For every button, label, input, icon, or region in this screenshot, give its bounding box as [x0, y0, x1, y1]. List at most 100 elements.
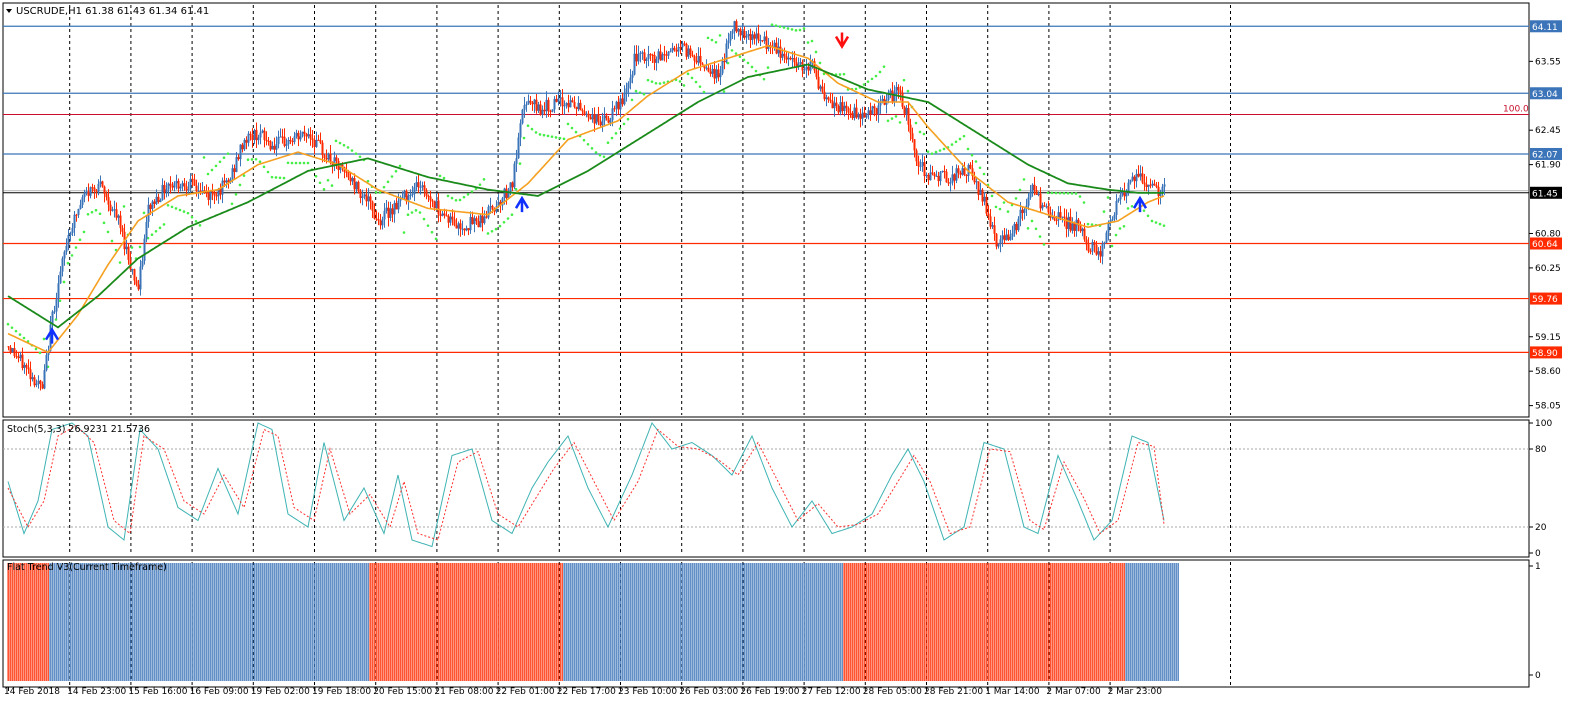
flat-trend-bar — [147, 563, 149, 681]
psar-dot — [902, 78, 906, 82]
candle-body — [1085, 239, 1088, 245]
candle-body — [827, 97, 830, 100]
candle-body — [691, 54, 694, 57]
candle-body — [763, 36, 766, 41]
psar-dot — [702, 90, 706, 94]
psar-dot — [866, 80, 870, 83]
flat-trend-bar — [119, 563, 121, 681]
psar-dot — [190, 215, 194, 219]
flat-trend-bar — [1135, 563, 1137, 681]
flat-trend-bar — [1151, 563, 1153, 681]
candle-body — [747, 33, 750, 36]
candle-body — [539, 104, 542, 115]
flat-trend-bar — [673, 563, 675, 681]
flat-trend-bar — [489, 563, 491, 681]
candle-body — [145, 221, 148, 239]
flat-trend-bar — [301, 563, 303, 681]
candle-body — [823, 91, 826, 100]
psar-dot — [590, 147, 594, 150]
flat-trend-bar — [733, 563, 735, 681]
psar-dot — [762, 77, 766, 81]
flat-trend-bar — [577, 563, 579, 681]
psar-dot — [466, 193, 470, 196]
candle-body — [333, 157, 336, 165]
flat-trend-bar — [251, 563, 253, 681]
candle-body — [897, 86, 900, 91]
flat-trend-bar — [325, 563, 327, 681]
psar-dot — [1026, 227, 1030, 230]
candle-body — [953, 174, 956, 181]
flat-trend-bar — [1003, 563, 1005, 681]
flat-trend-bar — [1011, 563, 1013, 681]
flat-trend-bar — [817, 563, 819, 681]
candle-body — [283, 136, 286, 146]
flat-trend-bar — [1059, 563, 1061, 681]
candle-body — [791, 58, 794, 60]
flat-trend-bar — [813, 563, 815, 681]
candle-body — [347, 172, 350, 178]
psar-dot — [470, 190, 474, 193]
flat-trend-bar — [239, 563, 241, 681]
flat-trend-bar — [459, 563, 461, 681]
flat-trend-bar — [541, 563, 543, 681]
candle-body — [265, 139, 268, 141]
psar-dot — [518, 162, 522, 165]
horizontal-levels[interactable]: 64.11 63.04 62.07 60.64 59.76 58.90 100.0 61.45 — [3, 20, 1562, 359]
psar-dot — [970, 153, 974, 157]
psar-dot — [406, 213, 410, 216]
candle-body — [657, 51, 660, 60]
candle-body — [407, 195, 410, 202]
candle-body — [155, 196, 158, 204]
candle-body — [49, 324, 52, 351]
psar-dot — [742, 58, 746, 62]
candle-body — [149, 204, 152, 210]
candle-body — [723, 61, 726, 63]
flat-trend-bar — [419, 563, 421, 681]
candle-body — [795, 62, 798, 66]
flat-trend-bar — [89, 563, 91, 681]
candle-body — [177, 180, 180, 189]
psar-dot — [690, 76, 694, 80]
psar-dot — [746, 61, 750, 65]
time-label: 26 Feb 03:00 — [679, 687, 738, 697]
candle-body — [711, 68, 714, 74]
psar-dot — [498, 224, 502, 228]
flat-trend-bar — [179, 563, 181, 681]
candle-body — [1137, 173, 1140, 177]
candle-body — [749, 33, 752, 41]
candle-body — [961, 168, 964, 175]
chart-menu-triangle-icon[interactable] — [6, 9, 12, 13]
candle-body — [1149, 184, 1152, 186]
flat-trend-bar — [503, 563, 505, 681]
flat-trend-bar — [1087, 563, 1089, 681]
psar-dot — [454, 198, 458, 202]
candle-body — [577, 102, 580, 110]
flat-trend-bar — [477, 563, 479, 681]
flat-trend-bar — [861, 563, 863, 681]
candle-body — [501, 198, 504, 206]
flat-trend-bar — [939, 563, 941, 681]
flat-trend-bar — [833, 563, 835, 681]
candle-body — [87, 191, 90, 196]
flat-trend-bar — [33, 563, 35, 681]
candle-body — [839, 102, 842, 113]
flat-trend-bar — [1089, 563, 1091, 681]
flat-trend-bar — [717, 563, 719, 681]
candle-body — [931, 172, 934, 174]
flat-trend-bar — [949, 563, 951, 681]
candle-body — [137, 284, 140, 290]
flat-trend-bar — [111, 563, 113, 681]
psar-dot — [202, 156, 206, 159]
flat-trend-bar — [205, 563, 207, 681]
candle-body — [13, 348, 16, 357]
candle-body — [317, 139, 320, 141]
candle-body — [815, 70, 818, 77]
flat-trend-bar — [233, 563, 235, 681]
flat-trend-bar — [177, 563, 179, 681]
fib-level-label: 100.0 — [1503, 105, 1529, 115]
candle-body — [1029, 192, 1032, 198]
time-label: 22 Feb 17:00 — [557, 687, 616, 697]
time-label: 27 Feb 12:00 — [802, 687, 861, 697]
